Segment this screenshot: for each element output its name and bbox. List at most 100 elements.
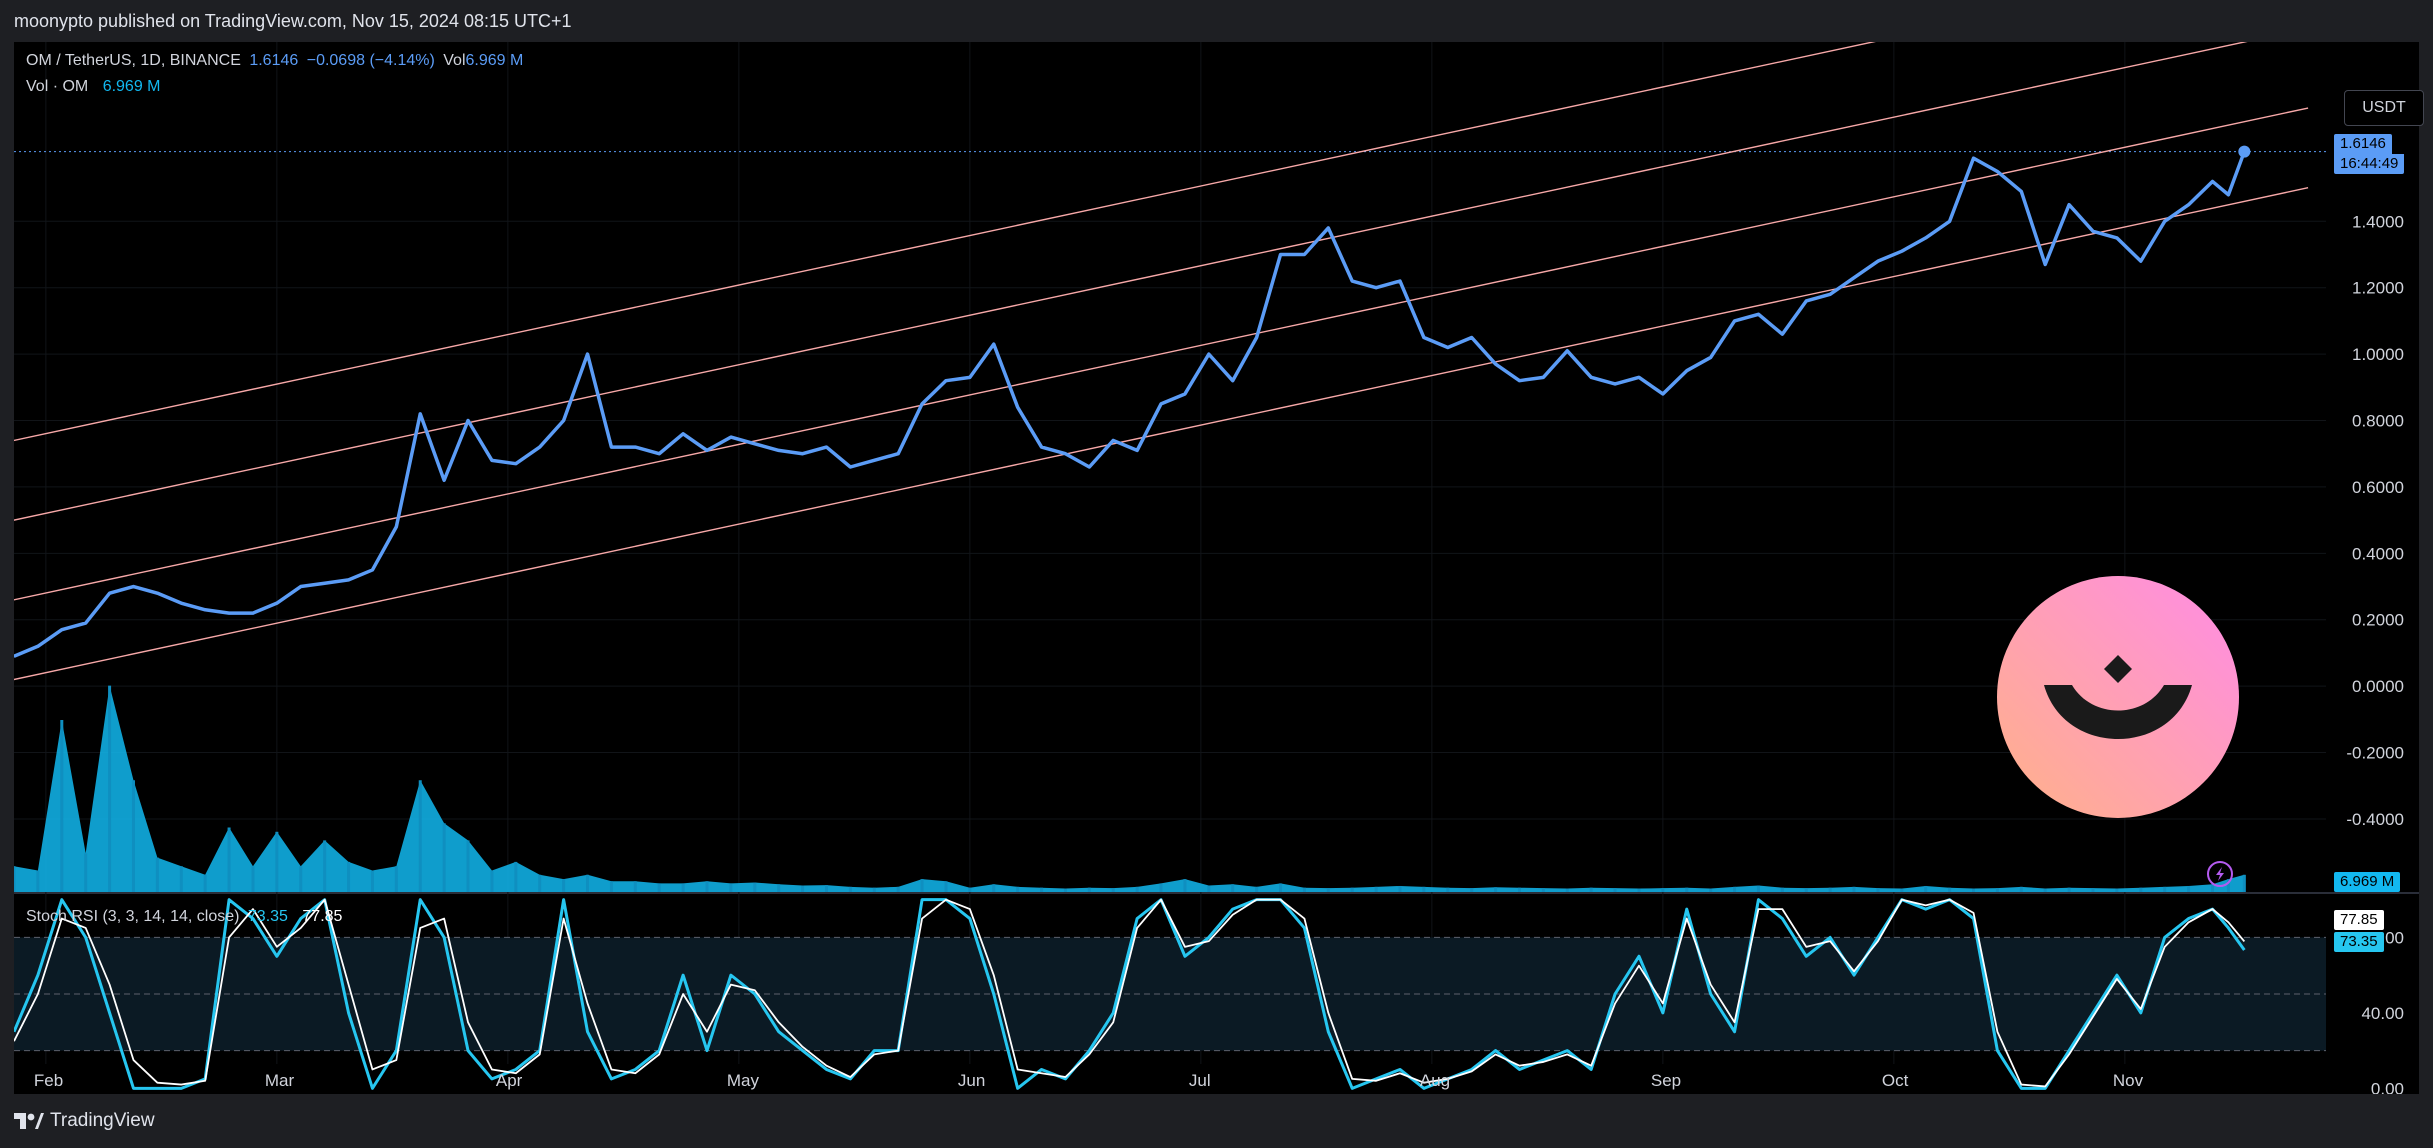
price-point: [1135, 449, 1139, 452]
price-point: [1231, 379, 1234, 382]
price-point: [323, 582, 326, 585]
stoch-legend: Stoch RSI (3, 3, 14, 14, close) 73.35 77…: [26, 908, 346, 926]
x-tick-label: Jul: [1189, 1071, 1211, 1090]
price-channel: [14, 42, 2309, 681]
x-tick-label: Sep: [1651, 1071, 1681, 1090]
price-point: [1876, 259, 1880, 263]
price-point: [1255, 336, 1258, 339]
price-point: [1948, 220, 1951, 223]
brand-name: TradingView: [50, 1110, 155, 1131]
price-point: [1924, 236, 1927, 240]
price-point: [347, 578, 350, 582]
vol-line-value: 6.969 M: [102, 78, 161, 95]
channel-line: [14, 107, 2309, 601]
x-tick-label: Aug: [1420, 1071, 1450, 1090]
y-tick-label: 1.2000: [2352, 279, 2404, 298]
volume-area: [14, 685, 2245, 892]
grid: [14, 42, 2419, 1064]
stoch-rsi-pane: [14, 898, 2246, 1090]
price-point: [1088, 465, 1091, 469]
x-tick-label: Jun: [958, 1071, 985, 1090]
price-point: [1374, 286, 1378, 289]
price-point: [419, 412, 422, 416]
price-point: [1709, 356, 1712, 359]
stoch-k-value: 73.35: [247, 908, 288, 925]
price-point: [1613, 382, 1617, 386]
y-tick-label: 0.6000: [2352, 478, 2404, 497]
stoch-d-tag: 77.85: [2334, 910, 2384, 930]
price-point: [251, 611, 255, 615]
price-point: [1040, 445, 1043, 449]
price-point: [610, 445, 613, 449]
price-point: [1279, 253, 1282, 256]
price-point: [2211, 180, 2214, 183]
chart-svg[interactable]: Feb Mar Apr May Jun Jul Aug Sep Oct Nov 1.4000 1.20…: [14, 42, 2419, 1094]
y-tick-label: 1.4000: [2352, 212, 2404, 231]
vol-line-label[interactable]: Vol · OM: [26, 78, 89, 95]
stoch-tick-label: 0.00: [2371, 1079, 2404, 1094]
price-point: [36, 645, 40, 648]
x-tick-label: Feb: [34, 1071, 63, 1090]
price-point: [14, 655, 16, 658]
price-point: [442, 479, 446, 482]
price-point: [1685, 369, 1688, 372]
price-point: [705, 449, 709, 452]
publish-header: moonypto published on TradingView.com, N…: [0, 0, 2433, 42]
channel-line: [14, 42, 1876, 442]
stoch-d-value: 77.85: [302, 908, 343, 925]
chart-frame[interactable]: Feb Mar Apr May Jun Jul Aug Sep Oct Nov 1.4000 1.20…: [14, 42, 2424, 1094]
y-tick-label: -0.2000: [2346, 744, 2404, 763]
price-point: [227, 611, 231, 615]
y-tick-label: 1.0000: [2352, 345, 2404, 364]
x-tick-label: Nov: [2113, 1071, 2144, 1090]
x-tick-label: Apr: [496, 1071, 523, 1090]
symbol-label[interactable]: OM / TetherUS, 1D, BINANCE: [26, 52, 241, 69]
price-point: [2020, 190, 2023, 193]
logo-circle: [1997, 576, 2239, 818]
channel-line: [14, 42, 2248, 521]
y-tick-label: 0.0000: [2352, 677, 2404, 696]
stoch-d-line: [14, 898, 2246, 1088]
price-point: [2139, 259, 2142, 263]
price-point: [1852, 276, 1856, 279]
vol-label: Vol: [443, 52, 466, 69]
price-point: [1398, 279, 1402, 283]
price-point: [1159, 402, 1163, 406]
price-point: [1733, 319, 1736, 323]
price-point: [299, 585, 302, 588]
price-point: [180, 601, 183, 605]
price-point: [1183, 392, 1187, 396]
logo-smile: [2044, 685, 2192, 739]
price-point: [777, 449, 780, 452]
x-tick-label: May: [727, 1071, 760, 1090]
stoch-label[interactable]: Stoch RSI (3, 3, 14, 14, close): [26, 908, 240, 925]
price-point: [1637, 376, 1641, 379]
price-point: [1828, 293, 1832, 296]
price-point: [1112, 439, 1115, 442]
price-point: [562, 419, 565, 422]
channel-line: [14, 187, 2309, 681]
price-point: [2115, 236, 2119, 240]
price-point: [1900, 249, 1904, 253]
tradingview-logo[interactable]: TradingView: [14, 1110, 155, 1132]
price-point: [1805, 299, 1808, 303]
price-series: [14, 145, 2251, 887]
price-point: [203, 608, 207, 611]
footer: TradingView: [0, 1094, 2433, 1148]
x-tick-label: Oct: [1882, 1071, 1909, 1090]
price-point: [992, 342, 995, 346]
tradingview-icon: [14, 1113, 44, 1129]
currency-button[interactable]: USDT: [2344, 90, 2424, 126]
price-point: [1757, 313, 1760, 316]
price-point: [2227, 193, 2230, 196]
publish-info: moonypto published on TradingView.com, N…: [14, 11, 572, 31]
axes: Feb Mar Apr May Jun Jul Aug Sep Oct Nov 1.4000 1.20…: [34, 212, 2404, 1094]
price-point: [108, 591, 111, 595]
price-point: [1972, 157, 1975, 160]
price-point: [1351, 279, 1354, 283]
logo-diamond: [2104, 655, 2132, 683]
price-point: [1327, 226, 1330, 230]
y-tick-label: 0.4000: [2352, 544, 2404, 563]
last-price-dot: [2238, 145, 2251, 158]
price-point: [658, 452, 661, 455]
